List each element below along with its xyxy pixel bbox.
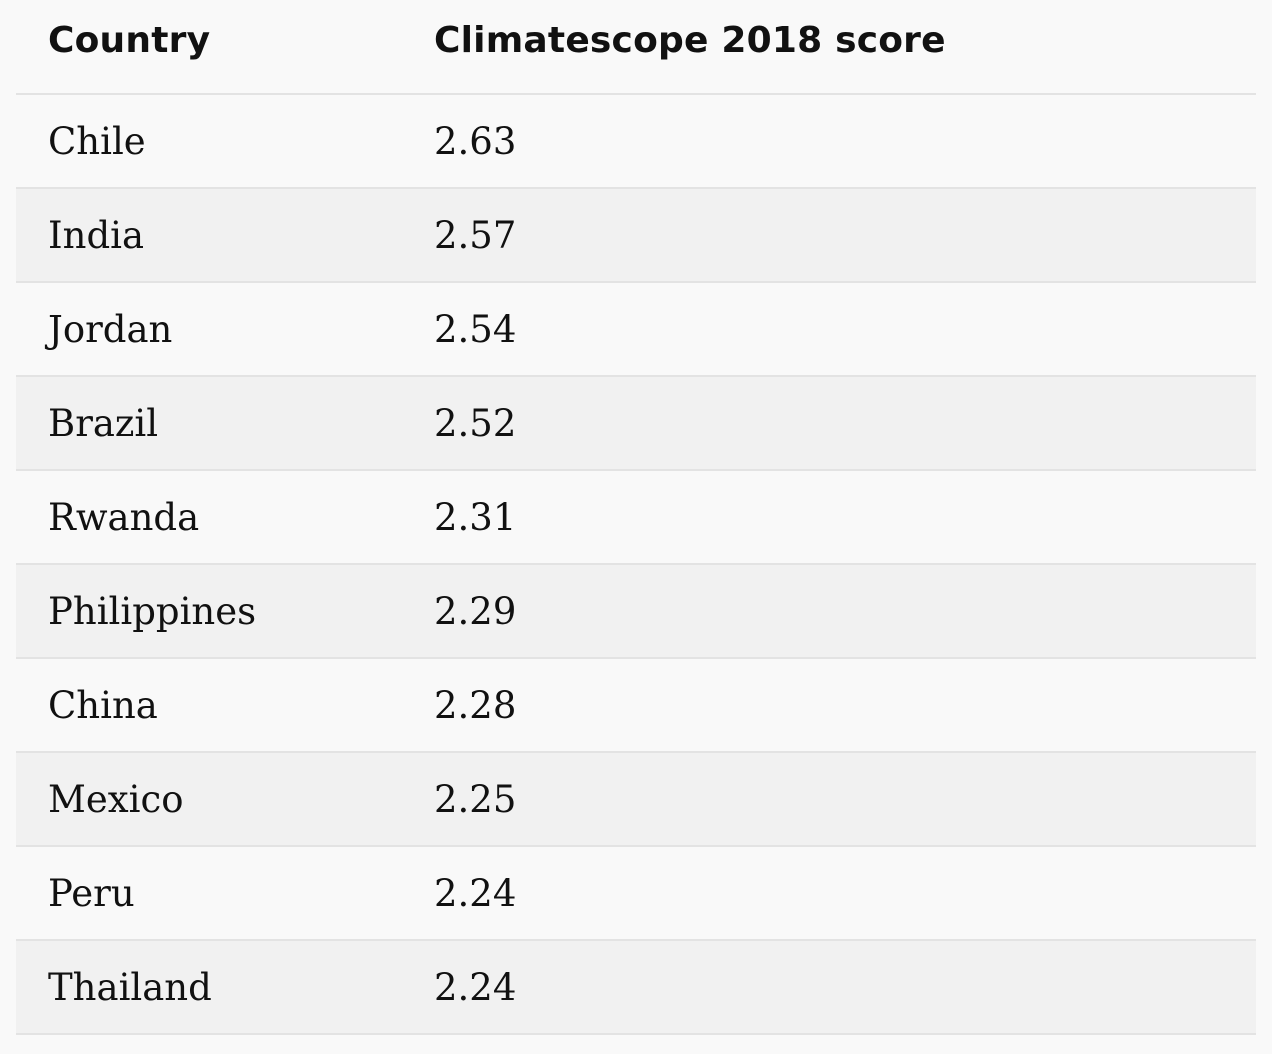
country-cell: Peru <box>48 872 135 915</box>
header-country: Country <box>48 20 211 61</box>
table-row: Rwanda 2.31 <box>16 471 1256 565</box>
table-row: India 2.57 <box>16 189 1256 283</box>
country-cell: Jordan <box>48 308 173 351</box>
table-row: Mexico 2.25 <box>16 753 1256 847</box>
score-cell: 2.29 <box>434 590 517 633</box>
country-cell: Brazil <box>48 402 159 445</box>
country-cell: India <box>48 214 145 257</box>
score-cell: 2.52 <box>434 402 517 445</box>
score-cell: 2.54 <box>434 308 517 351</box>
score-cell: 2.25 <box>434 778 517 821</box>
country-cell: Thailand <box>48 966 212 1009</box>
scores-table: Country Climatescope 2018 score Chile 2.6… <box>16 0 1256 1035</box>
score-cell: 2.63 <box>434 120 517 163</box>
table-row: Peru 2.24 <box>16 847 1256 941</box>
header-score: Climatescope 2018 score <box>434 20 946 61</box>
country-cell: Rwanda <box>48 496 200 539</box>
country-cell: Chile <box>48 120 146 163</box>
score-cell: 2.57 <box>434 214 517 257</box>
score-cell: 2.28 <box>434 684 517 727</box>
country-cell: Mexico <box>48 778 184 821</box>
table-row: Chile 2.63 <box>16 95 1256 189</box>
table-row: Jordan 2.54 <box>16 283 1256 377</box>
score-cell: 2.24 <box>434 966 517 1009</box>
table-row: Brazil 2.52 <box>16 377 1256 471</box>
table-row: Thailand 2.24 <box>16 941 1256 1035</box>
table-body: Chile 2.63 India 2.57 Jordan 2.54 Brazil 2.52 Rw… <box>16 95 1256 1035</box>
country-cell: China <box>48 684 158 727</box>
score-cell: 2.31 <box>434 496 517 539</box>
country-cell: Philippines <box>48 590 257 633</box>
table-header: Country Climatescope 2018 score <box>16 0 1256 95</box>
score-cell: 2.24 <box>434 872 517 915</box>
table-row: Philippines 2.29 <box>16 565 1256 659</box>
table-row: China 2.28 <box>16 659 1256 753</box>
